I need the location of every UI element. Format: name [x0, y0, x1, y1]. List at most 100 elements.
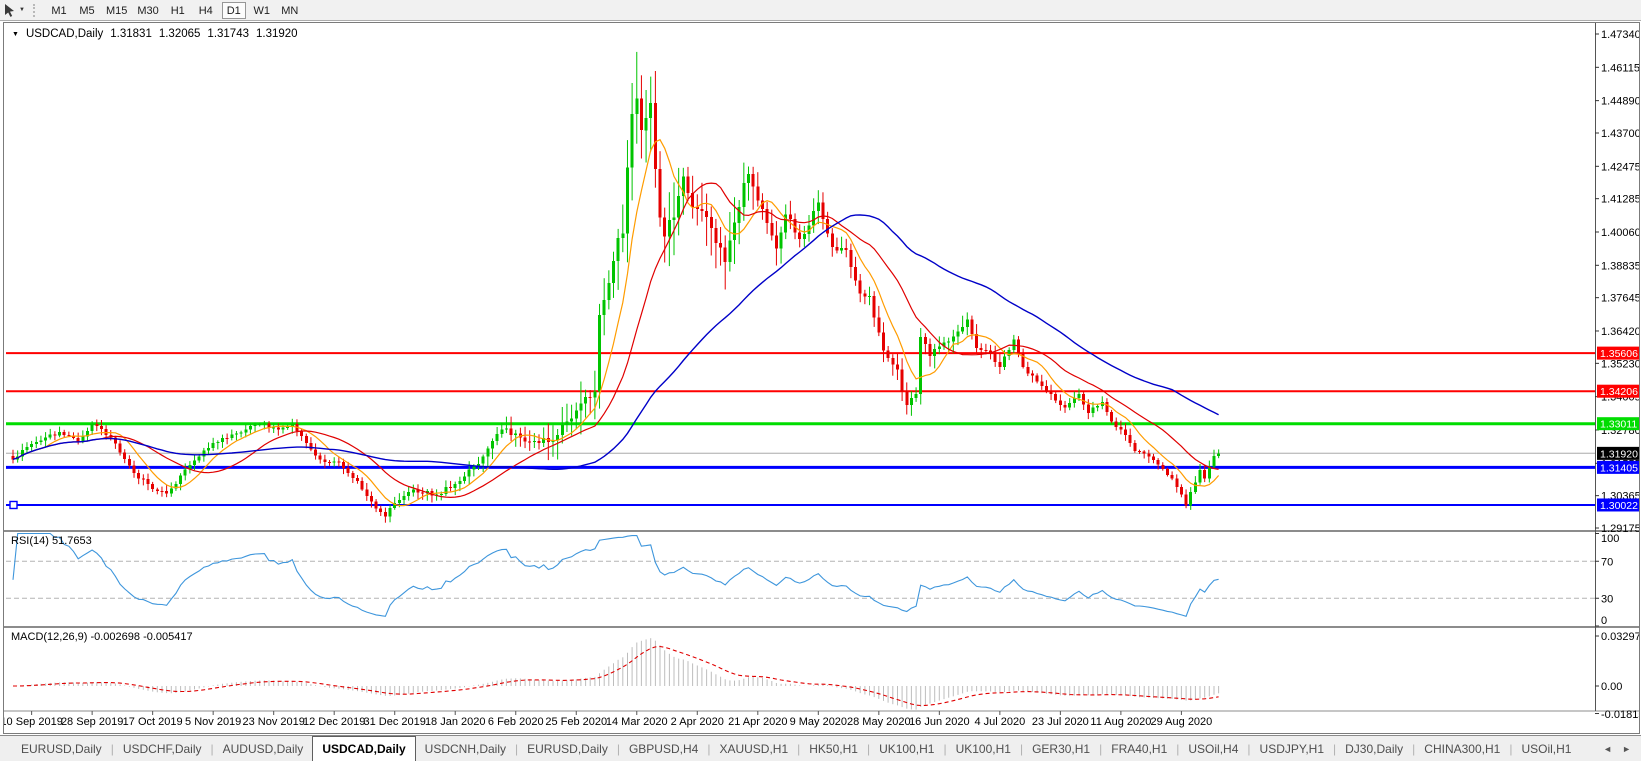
macd-axis: 0.032972 0.00 -0.018154: [1595, 631, 1639, 721]
svg-text:6 Feb 2020: 6 Feb 2020: [488, 716, 544, 728]
tab-scroll-left-icon[interactable]: ◄: [1603, 743, 1613, 754]
tab-scroll-buttons: ◄ ►: [1593, 736, 1641, 761]
svg-text:1.41285: 1.41285: [1601, 194, 1639, 206]
macd-histogram: [17, 638, 1220, 710]
macd-signal-line: [13, 645, 1219, 707]
chart-tab-usdcnh-daily[interactable]: USDCNH,Daily: [424, 741, 507, 756]
price-badge-1.31405: [1597, 460, 1639, 474]
svg-text:1.30022: 1.30022: [1600, 500, 1638, 512]
chart-tab-china300-h1[interactable]: CHINA300,H1: [1424, 741, 1501, 756]
chart-symbol-timeframe: USDCAD,Daily: [25, 28, 104, 40]
tab-separator: |: [707, 741, 711, 756]
timeframe-button-MN[interactable]: MN: [281, 4, 299, 17]
tab-separator: |: [1412, 741, 1416, 756]
tab-separator: |: [1019, 741, 1024, 756]
timeframe-button-W1[interactable]: W1: [253, 4, 271, 17]
svg-text:1.47340: 1.47340: [1601, 29, 1639, 41]
tab-scroll-right-icon[interactable]: ►: [1622, 743, 1631, 754]
hline-drag-handle: [9, 500, 18, 510]
chart-tab-ger30-h1[interactable]: GER30,H1: [1032, 741, 1091, 756]
tab-separator: |: [866, 741, 871, 756]
svg-text:17 Oct 2019: 17 Oct 2019: [123, 716, 183, 728]
toolbar-grip[interactable]: [32, 3, 38, 17]
chart-tab-eurusd-daily[interactable]: EURUSD,Daily: [527, 741, 608, 756]
panel-frame: [4, 23, 1639, 712]
tab-separator: |: [1099, 741, 1103, 756]
cursor-tool-button[interactable]: [0, 1, 18, 20]
svg-text:100: 100: [1601, 533, 1619, 545]
chart-tab-fra40-h1[interactable]: FRA40,H1: [1111, 741, 1168, 756]
horizontal-level-lines[interactable]: [6, 352, 1595, 510]
timeframe-button-M30[interactable]: M30: [137, 4, 159, 17]
chart-objects-caret-icon[interactable]: ▼: [12, 30, 19, 38]
timeframe-button-M15[interactable]: M15: [105, 4, 128, 17]
tab-separator: |: [1509, 741, 1513, 756]
tab-separator: |: [616, 741, 620, 756]
svg-text:1.36420: 1.36420: [1601, 326, 1639, 338]
timeframe-button-H4[interactable]: H4: [198, 4, 213, 17]
chart-tab-uk100-h1[interactable]: UK100,H1: [879, 741, 935, 756]
chart-tab-usdcad-daily[interactable]: USDCAD,Daily: [312, 736, 416, 761]
price-badge-1.35606: [1597, 346, 1639, 360]
timeframe-button-M5[interactable]: M5: [79, 4, 95, 17]
macd-indicator-label: MACD(12,26,9) -0.002698 -0.005417: [11, 631, 193, 643]
svg-text:31 Dec 2019: 31 Dec 2019: [364, 716, 426, 728]
svg-text:70: 70: [1601, 556, 1613, 568]
sma-medium-line: [12, 182, 1219, 499]
svg-text:23 Nov 2019: 23 Nov 2019: [242, 716, 304, 728]
svg-text:12 Dec 2019: 12 Dec 2019: [303, 716, 365, 728]
cursor-pointer-icon: [5, 3, 14, 17]
cursor-tool-dropdown-icon[interactable]: ▼: [19, 7, 25, 13]
chart-tab-dj30-daily[interactable]: DJ30,Daily: [1345, 741, 1404, 756]
chart-tab-xauusd-h1[interactable]: XAUUSD,H1: [719, 741, 789, 756]
chart-tab-usdjpy-h1[interactable]: USDJPY,H1: [1259, 741, 1325, 756]
tab-separator: |: [110, 741, 114, 756]
chart-tab-uk100-h1[interactable]: UK100,H1: [955, 741, 1011, 756]
svg-text:1.31405: 1.31405: [1600, 462, 1638, 474]
svg-text:1.43700: 1.43700: [1601, 128, 1639, 140]
ohlc-low: 1.31743: [207, 28, 249, 40]
svg-text:1.37645: 1.37645: [1601, 293, 1639, 305]
chart-tab-gbpusd-h4[interactable]: GBPUSD,H4: [628, 741, 699, 756]
chart-tab-usoil-h4[interactable]: USOil,H4: [1188, 741, 1239, 756]
svg-text:14 Mar 2020: 14 Mar 2020: [606, 716, 668, 728]
svg-text:1.44890: 1.44890: [1601, 96, 1639, 108]
svg-text:21 Apr 2020: 21 Apr 2020: [728, 716, 787, 728]
price-axis: 1.47340 1.46115 1.44890 1.43700 1.42475 1.412…: [1595, 29, 1639, 535]
svg-text:25 Feb 2020: 25 Feb 2020: [545, 716, 607, 728]
svg-text:2 Apr 2020: 2 Apr 2020: [671, 716, 724, 728]
chart-tab-bar: EURUSD,Daily | USDCHF,Daily | AUDUSD,Daily US…: [0, 735, 1641, 761]
price-chart-canvas[interactable]: 1.47340 1.46115 1.44890 1.43700 1.42475 1.412…: [4, 23, 1639, 733]
svg-text:1.29175: 1.29175: [1601, 523, 1639, 535]
timeframe-button-D1[interactable]: D1: [221, 1, 246, 19]
price-badge-1.30022: [1597, 498, 1639, 512]
ohlc-open: 1.31831: [110, 28, 152, 40]
price-badge-1.34206: [1597, 384, 1639, 398]
chart-tab-usdchf-daily[interactable]: USDCHF,Daily: [122, 741, 202, 756]
svg-text:1.42475: 1.42475: [1601, 161, 1639, 173]
svg-text:16 Jun 2020: 16 Jun 2020: [909, 716, 970, 728]
chart-tab-hk50-h1[interactable]: HK50,H1: [809, 741, 858, 756]
svg-text:29 Aug 2020: 29 Aug 2020: [1151, 716, 1213, 728]
svg-text:5 Nov 2019: 5 Nov 2019: [185, 716, 241, 728]
svg-text:1.31920: 1.31920: [1600, 448, 1638, 460]
tab-separator: |: [1176, 741, 1180, 756]
tab-separator: |: [797, 741, 801, 756]
svg-text:28 Sep 2019: 28 Sep 2019: [61, 716, 123, 728]
svg-text:0: 0: [1601, 615, 1607, 627]
timeframe-button-H1[interactable]: H1: [170, 4, 185, 17]
svg-text:1.34206: 1.34206: [1600, 386, 1638, 398]
svg-text:4 Jul 2020: 4 Jul 2020: [974, 716, 1025, 728]
svg-text:10 Sep 2019: 10 Sep 2019: [4, 716, 63, 728]
rsi-indicator-label: RSI(14) 51.7653: [11, 535, 92, 547]
chart-tab-audusd-daily[interactable]: AUDUSD,Daily: [222, 741, 304, 756]
chart-tab-eurusd-daily[interactable]: EURUSD,Daily: [21, 741, 102, 756]
svg-text:1.46115: 1.46115: [1601, 62, 1639, 74]
svg-text:1.40060: 1.40060: [1601, 227, 1639, 239]
chart-tab-usoil-h1[interactable]: USOil,H1: [1521, 741, 1572, 756]
candlestick-series: [11, 51, 1221, 523]
price-badge-1.33011: [1597, 417, 1639, 431]
timeframe-button-M1[interactable]: M1: [51, 4, 67, 17]
sma-slow-line: [12, 214, 1219, 470]
